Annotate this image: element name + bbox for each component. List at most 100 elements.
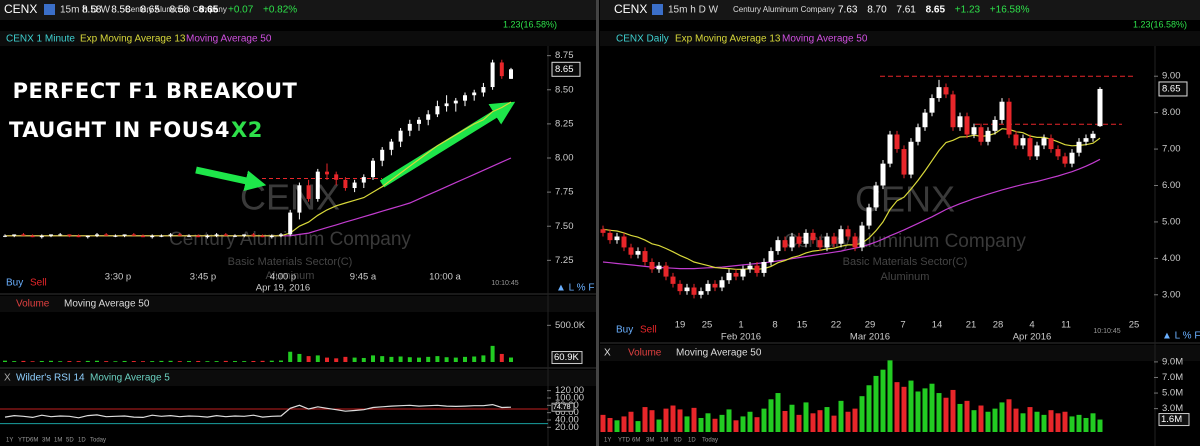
range-button: 5D <box>66 438 74 444</box>
last-price-label: 8.65 <box>555 64 574 75</box>
candle-body <box>1020 138 1026 146</box>
volume-bar <box>187 361 191 362</box>
volume-bar <box>131 361 136 362</box>
symbol[interactable]: CENX <box>4 2 37 16</box>
axis-controls[interactable]: ▲ L % F <box>556 283 594 294</box>
candle-body <box>279 234 283 236</box>
volume-bar <box>782 410 788 432</box>
volume-bar <box>964 400 970 432</box>
candle-body <box>957 116 963 128</box>
volume-bar <box>614 420 620 432</box>
range-button: 3M <box>646 438 654 444</box>
menu-icon[interactable] <box>652 4 663 15</box>
candle-body <box>1076 141 1082 153</box>
range-button: Today <box>702 438 718 444</box>
volume-bar <box>719 414 725 432</box>
buy-button[interactable]: Buy <box>6 278 23 289</box>
candle-body <box>810 232 816 241</box>
sell-button[interactable]: Sell <box>30 278 47 289</box>
volume-bar <box>196 360 201 362</box>
quote-value: +1.23 <box>955 5 981 16</box>
candle-body <box>67 234 72 236</box>
timeframes[interactable]: 15m h D W <box>60 5 111 16</box>
volume-bar <box>58 361 63 362</box>
candle-body <box>635 251 641 255</box>
volume-bar <box>789 404 795 432</box>
candle-body <box>21 234 26 236</box>
last-volume-label: 60.9K <box>554 352 579 363</box>
x-tick-label: 3:30 p <box>105 272 131 283</box>
day-change: 1.23(16.58%) <box>503 19 557 29</box>
volume-bar <box>3 360 7 362</box>
timeframes[interactable]: 15m h D W <box>668 5 719 16</box>
right-legend-bar <box>600 31 1200 46</box>
symbol[interactable]: CENX <box>614 2 647 16</box>
axis-controls[interactable]: ▲ L % F <box>1162 331 1200 342</box>
month-label: Mar 2016 <box>850 332 890 343</box>
x-tick-label: 1 <box>738 320 743 331</box>
arrow <box>195 166 267 192</box>
volume-bar <box>985 411 991 432</box>
x-tick-label: 28 <box>993 320 1004 331</box>
watermark-sector: Basic Materials Sector(C) <box>228 256 353 268</box>
candle-body <box>269 235 274 238</box>
volume-bar <box>352 357 357 362</box>
legend-main: CENX Daily <box>616 34 669 45</box>
candle-body <box>398 130 403 142</box>
candle-body <box>621 236 627 248</box>
volume-bar <box>698 417 704 432</box>
candle-body <box>866 207 872 226</box>
volume-bar <box>141 361 145 362</box>
candle-body <box>1083 138 1089 142</box>
volume-bar <box>768 399 774 432</box>
volume-bar <box>999 402 1005 432</box>
volume-bar <box>908 380 914 432</box>
x-tick-label: 11 <box>1061 320 1071 331</box>
quote-value: 7.61 <box>896 5 916 16</box>
candle-body <box>1013 134 1019 146</box>
volume-bar <box>838 400 844 432</box>
candle-body <box>677 283 683 292</box>
candle-body <box>104 234 109 236</box>
candle-body <box>789 236 795 248</box>
buy-button[interactable]: Buy <box>616 325 633 336</box>
watermark-sector: Basic Materials Sector(C) <box>843 256 968 268</box>
volume-bar <box>1076 414 1082 432</box>
right-toolbar <box>600 0 1200 20</box>
volume-bar <box>39 360 44 362</box>
volume-bar <box>775 393 781 432</box>
y-tick-label: 500.0K <box>555 320 586 331</box>
day-change: 1.23(16.58%) <box>1133 19 1187 29</box>
volume-bar <box>315 355 320 362</box>
volume-bar <box>1083 417 1089 432</box>
close-icon[interactable]: X <box>604 348 611 359</box>
candle-body <box>509 69 513 79</box>
watermark-industry: Aluminum <box>881 271 930 283</box>
close-icon[interactable]: X <box>4 373 11 384</box>
y-tick-label: 8.75 <box>555 50 574 61</box>
volume-bar <box>1048 410 1054 432</box>
volume-bar <box>663 408 669 432</box>
volume-bar <box>389 356 394 362</box>
legend-main: CENX 1 Minute <box>6 34 75 45</box>
menu-icon[interactable] <box>44 4 55 15</box>
volume-legend: Moving Average 50 <box>676 348 762 359</box>
volume-bar <box>677 409 683 432</box>
candle-body <box>1006 101 1012 135</box>
volume-bar <box>113 361 118 362</box>
rsi-last-label: 74.78 <box>553 404 571 411</box>
y-tick-label: 8.50 <box>555 84 574 95</box>
sell-button[interactable]: Sell <box>640 325 657 336</box>
volume-bar <box>334 358 339 362</box>
candle-body <box>371 160 375 178</box>
volume-bar <box>325 357 329 362</box>
y-tick-label: 9.0M <box>1162 356 1183 367</box>
volume-bar <box>642 407 648 432</box>
legend-ema: Exp Moving Average 13 <box>675 34 781 45</box>
volume-bar <box>269 360 274 362</box>
candle-body <box>499 62 504 77</box>
left-legend-bar <box>0 31 597 46</box>
range-button: Today <box>90 438 106 444</box>
candle-body <box>908 141 914 175</box>
volume-bar <box>929 383 935 432</box>
